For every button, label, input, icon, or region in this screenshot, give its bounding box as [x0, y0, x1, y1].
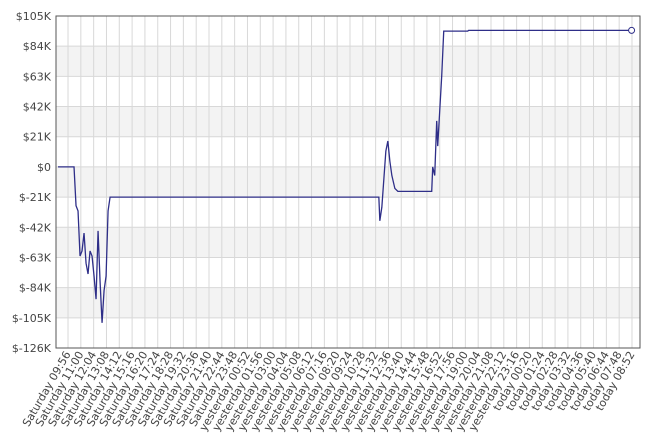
y-tick-label: $-126K: [12, 342, 52, 355]
band: [56, 106, 640, 137]
band: [56, 227, 640, 258]
y-tick-label: $105K: [16, 10, 52, 23]
y-tick-label: $-84K: [19, 282, 52, 295]
y-tick-label: $-21K: [19, 191, 52, 204]
band: [56, 166, 640, 198]
y-tick-label: $84K: [23, 40, 52, 53]
plot-border: [55, 15, 641, 349]
y-tick-label: $-63K: [19, 251, 52, 264]
y-tick-label: $21K: [23, 131, 52, 144]
line: [58, 29, 632, 323]
y-tick-label: $-105K: [12, 312, 52, 325]
y-tick-label: $63K: [23, 70, 52, 83]
band: [56, 46, 640, 77]
end-marker: [628, 26, 636, 34]
y-tick-label: $-42K: [19, 221, 52, 234]
y-tick-label: $0: [37, 161, 51, 174]
band: [56, 287, 640, 318]
y-tick-label: $42K: [23, 101, 52, 114]
